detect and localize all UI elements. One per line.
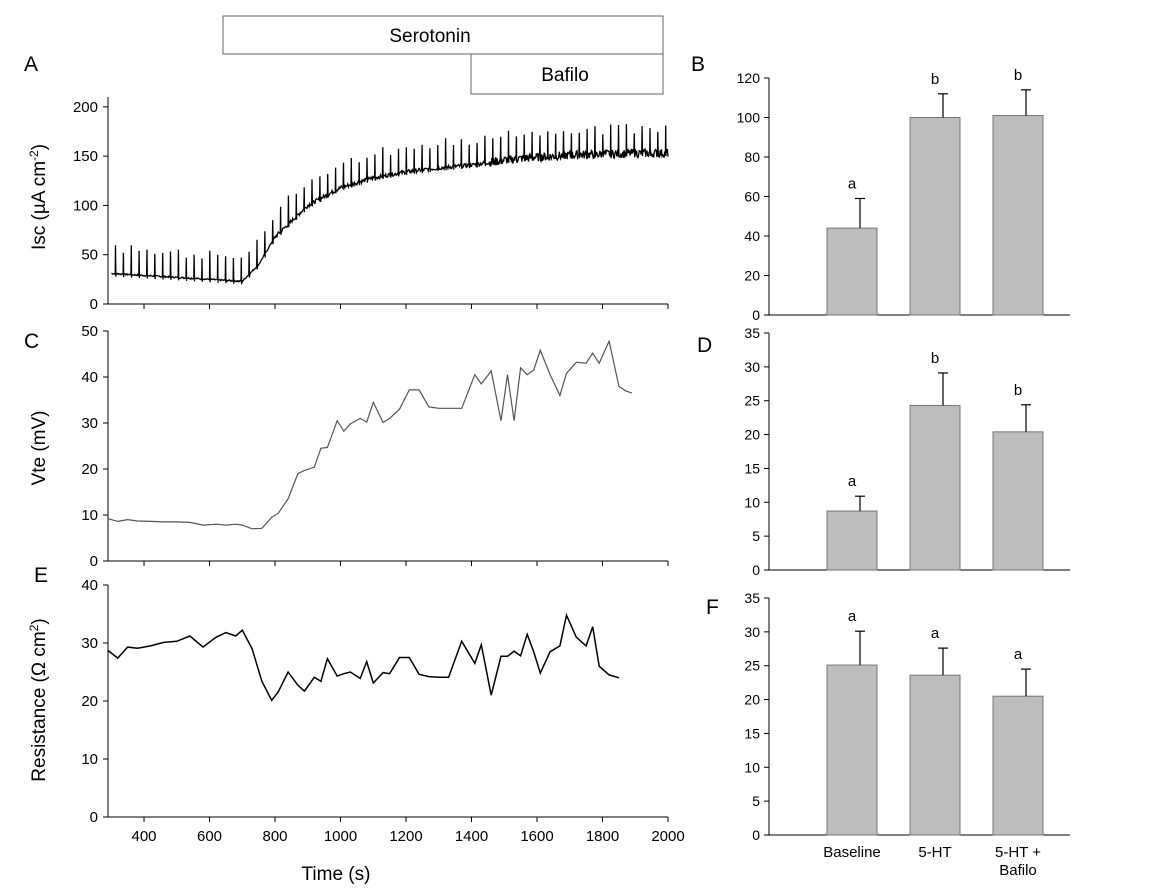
y-tick-label: 10 bbox=[81, 507, 98, 524]
y-tick-label: 35 bbox=[744, 590, 760, 606]
x-tick-label: 800 bbox=[263, 828, 288, 845]
y-tick-label: 50 bbox=[81, 247, 98, 264]
y-tick-label: 5 bbox=[752, 528, 760, 544]
bafilo-treatment-bar bbox=[470, 53, 664, 95]
y-tick-label: 10 bbox=[81, 751, 98, 768]
panel-letter-e: E bbox=[34, 564, 48, 587]
y-tick-label: 20 bbox=[81, 693, 98, 710]
y-tick-label: 5 bbox=[752, 793, 760, 809]
significance-letter: a bbox=[1014, 646, 1023, 663]
panel-letter-a: A bbox=[24, 53, 38, 76]
y-tick-label: 200 bbox=[73, 99, 98, 116]
bar bbox=[992, 115, 1044, 316]
panel-letter-f: F bbox=[706, 596, 719, 619]
category-label-5ht-bafilo-line2: Bafilo bbox=[999, 862, 1037, 879]
panel-f: F 0 5 10 15 20 25 30 35 a a a Baseline 5-HT 5-HT +… bbox=[706, 590, 1070, 879]
significance-letter: b bbox=[931, 71, 939, 88]
bar bbox=[826, 510, 878, 571]
y-tick-label: 25 bbox=[744, 393, 760, 409]
panel-letter-d: D bbox=[697, 334, 712, 357]
y-tick-label: 30 bbox=[81, 635, 98, 652]
significance-letter: a bbox=[931, 625, 940, 642]
x-tick-label: 1000 bbox=[324, 828, 357, 845]
vte-trace bbox=[107, 339, 633, 530]
y-tick-label: 10 bbox=[744, 494, 760, 510]
significance-letter: b bbox=[1014, 67, 1022, 84]
significance-letter: b bbox=[1014, 382, 1022, 399]
x-tick-label: 600 bbox=[197, 828, 222, 845]
y-tick-label: 0 bbox=[90, 553, 98, 570]
panel-e-xlabel: Time (s) bbox=[302, 864, 371, 885]
y-tick-label: 30 bbox=[81, 415, 98, 432]
panel-a: A Isc (µA cm-2) 0 50 100 150 200 bbox=[24, 53, 669, 313]
panel-e: E Resistance (Ω cm2) Time (s) 0 10 20 30 40 4… bbox=[27, 564, 685, 885]
bar bbox=[992, 695, 1044, 836]
x-tick-label: 1200 bbox=[389, 828, 422, 845]
bar bbox=[909, 117, 961, 316]
bar bbox=[909, 404, 961, 571]
y-tick-label: 20 bbox=[744, 427, 760, 443]
y-tick-label: 30 bbox=[744, 359, 760, 375]
y-tick-label: 80 bbox=[744, 149, 760, 165]
panel-d: D 0 5 10 15 20 25 30 35 a b b bbox=[697, 325, 1070, 578]
y-tick-label: 35 bbox=[744, 325, 760, 341]
y-tick-label: 15 bbox=[744, 725, 760, 741]
panel-e-ylabel: Resistance (Ω cm2) bbox=[27, 618, 50, 781]
y-tick-label: 40 bbox=[81, 369, 98, 386]
y-tick-label: 100 bbox=[73, 197, 98, 214]
x-tick-label: 400 bbox=[132, 828, 157, 845]
category-label-5ht-bafilo: 5-HT + bbox=[995, 844, 1041, 861]
panel-letter-b: B bbox=[691, 53, 705, 76]
y-tick-label: 0 bbox=[752, 562, 760, 578]
category-label-baseline: Baseline bbox=[823, 844, 881, 861]
significance-letter: b bbox=[931, 350, 939, 367]
y-tick-label: 25 bbox=[744, 658, 760, 674]
x-tick-label: 2000 bbox=[651, 828, 684, 845]
bar bbox=[826, 664, 878, 836]
significance-letter: a bbox=[848, 473, 857, 490]
panel-a-ylabel: Isc (µA cm-2) bbox=[27, 144, 50, 250]
y-tick-label: 10 bbox=[744, 759, 760, 775]
y-tick-label: 20 bbox=[81, 461, 98, 478]
y-tick-label: 100 bbox=[737, 110, 761, 126]
bar bbox=[992, 431, 1044, 571]
y-tick-label: 20 bbox=[744, 692, 760, 708]
significance-letter: a bbox=[848, 608, 857, 625]
serotonin-label: Serotonin bbox=[389, 26, 470, 47]
category-label-5ht: 5-HT bbox=[918, 844, 951, 861]
bar bbox=[909, 674, 961, 836]
x-tick-label: 1800 bbox=[586, 828, 619, 845]
significance-letter: a bbox=[848, 175, 857, 192]
serotonin-treatment-bar bbox=[222, 15, 664, 55]
resistance-trace bbox=[107, 612, 620, 702]
bar bbox=[826, 227, 878, 316]
panel-letter-c: C bbox=[24, 330, 39, 353]
y-tick-label: 0 bbox=[90, 296, 98, 313]
y-tick-label: 30 bbox=[744, 624, 760, 640]
treatment-bars: Serotonin Bafilo bbox=[222, 15, 664, 95]
panel-c-ylabel: Vte (mV) bbox=[29, 411, 50, 486]
panel-c: C Vte (mV) 0 10 20 30 40 50 bbox=[24, 323, 669, 570]
y-tick-label: 150 bbox=[73, 148, 98, 165]
x-tick-label: 1600 bbox=[520, 828, 553, 845]
y-tick-label: 60 bbox=[744, 189, 760, 205]
y-tick-label: 40 bbox=[81, 577, 98, 594]
bafilo-label: Bafilo bbox=[541, 65, 589, 86]
y-tick-label: 40 bbox=[744, 228, 760, 244]
panel-b: B 0 20 40 60 80 100 120 a b b bbox=[691, 53, 1070, 323]
y-tick-label: 20 bbox=[744, 268, 760, 284]
y-tick-label: 120 bbox=[737, 70, 761, 86]
y-tick-label: 0 bbox=[752, 827, 760, 843]
y-tick-label: 0 bbox=[752, 307, 760, 323]
x-tick-label: 1400 bbox=[455, 828, 488, 845]
y-tick-label: 0 bbox=[90, 809, 98, 826]
y-tick-label: 50 bbox=[81, 323, 98, 340]
category-labels: Baseline 5-HT 5-HT + Bafilo bbox=[823, 844, 1041, 879]
y-tick-label: 15 bbox=[744, 460, 760, 476]
isc-trace bbox=[111, 124, 669, 285]
